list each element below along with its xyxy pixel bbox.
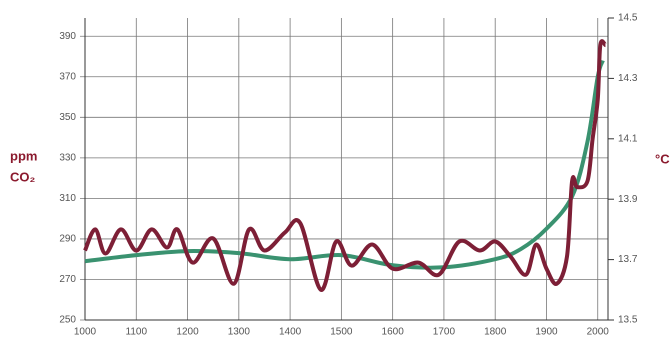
x-tick-label: 1200 [176,327,199,338]
x-tick-label: 1500 [330,327,353,338]
y2-axis-label: °C [655,151,670,166]
y2-tick-label: 13.9 [618,194,638,205]
x-tick-label: 1300 [228,327,251,338]
y-tick-label: 270 [59,274,76,285]
y-axis-label: CO₂ [10,169,36,184]
x-tick-label: 1800 [484,327,507,338]
line [83,39,608,292]
y2-tick-label: 14.1 [618,133,638,144]
y-tick-label: 250 [59,315,76,326]
y-tick-label: 330 [59,152,76,163]
x-tick-label: 1400 [279,327,302,338]
x-tick-label: 1100 [126,327,148,338]
x-tick-label: 1000 [74,327,97,338]
y-tick-label: 390 [59,31,76,42]
y-tick-label: 310 [59,193,76,204]
x-tick-label: 1600 [382,327,405,338]
x-tick-label: 1700 [433,327,456,338]
y-tick-label: 290 [59,234,76,245]
y-axis-label: ppm [10,148,37,163]
line [84,59,605,270]
y-tick-label: 350 [59,112,76,123]
y2-tick-label: 14.5 [618,13,638,24]
x-tick-label: 2000 [587,327,610,338]
y2-tick-label: 13.7 [618,254,638,265]
y-tick-label: 370 [59,71,76,82]
y2-tick-label: 13.5 [618,315,638,326]
x-tick-label: 1900 [535,327,558,338]
y2-tick-label: 14.3 [618,73,638,84]
